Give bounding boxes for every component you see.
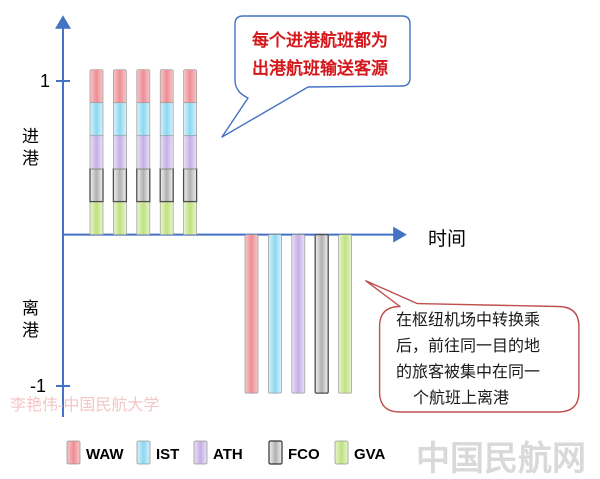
svg-text:港: 港 bbox=[22, 149, 39, 168]
svg-text:进: 进 bbox=[22, 127, 39, 146]
svg-text:中国民航网: 中国民航网 bbox=[416, 439, 586, 478]
svg-text:1: 1 bbox=[40, 71, 50, 91]
svg-text:IST: IST bbox=[156, 446, 179, 463]
svg-text:李艳伟-中国民航大学: 李艳伟-中国民航大学 bbox=[10, 396, 159, 414]
svg-text:WAW: WAW bbox=[86, 446, 124, 463]
svg-text:-1: -1 bbox=[30, 376, 46, 396]
svg-text:在枢纽机场中转换乘: 在枢纽机场中转换乘 bbox=[396, 311, 540, 329]
svg-text:的旅客被集中在同一: 的旅客被集中在同一 bbox=[396, 363, 540, 381]
svg-text:FCO: FCO bbox=[288, 446, 320, 463]
svg-text:后，前往同一目的地: 后，前往同一目的地 bbox=[396, 337, 540, 355]
svg-text:ATH: ATH bbox=[213, 446, 243, 463]
svg-text:出港航班输送客源: 出港航班输送客源 bbox=[252, 58, 388, 78]
svg-text:港: 港 bbox=[22, 321, 39, 340]
svg-text:个航班上离港: 个航班上离港 bbox=[413, 389, 509, 407]
svg-text:GVA: GVA bbox=[354, 446, 386, 463]
svg-text:每个进港航班都为: 每个进港航班都为 bbox=[252, 30, 388, 50]
svg-text:离: 离 bbox=[22, 299, 39, 318]
svg-text:时间: 时间 bbox=[428, 228, 466, 250]
